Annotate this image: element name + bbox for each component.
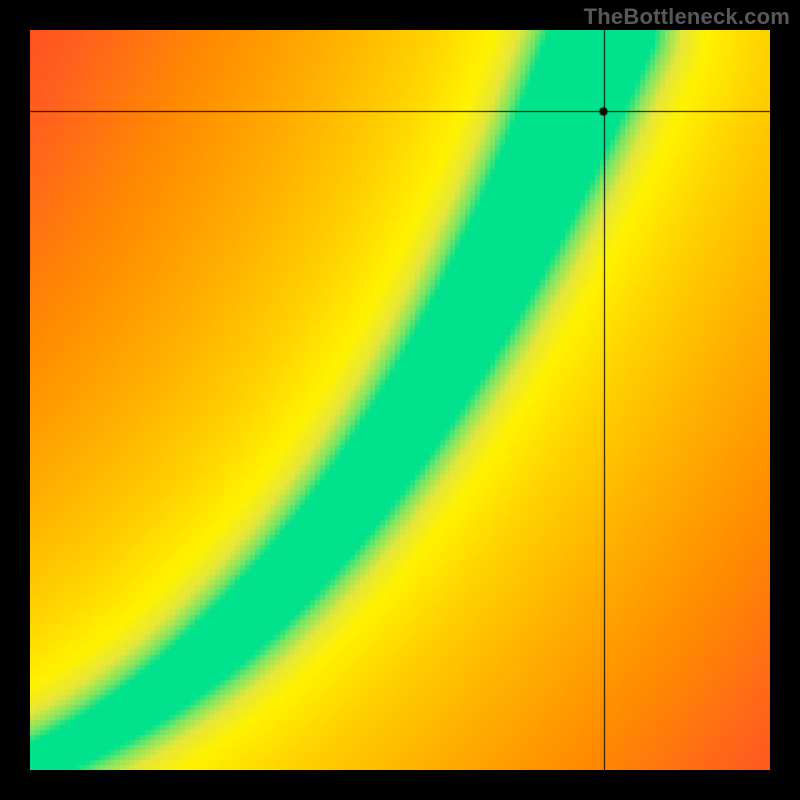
watermark-text: TheBottleneck.com xyxy=(584,4,790,30)
chart-container: TheBottleneck.com xyxy=(0,0,800,800)
bottleneck-heatmap xyxy=(30,30,770,770)
